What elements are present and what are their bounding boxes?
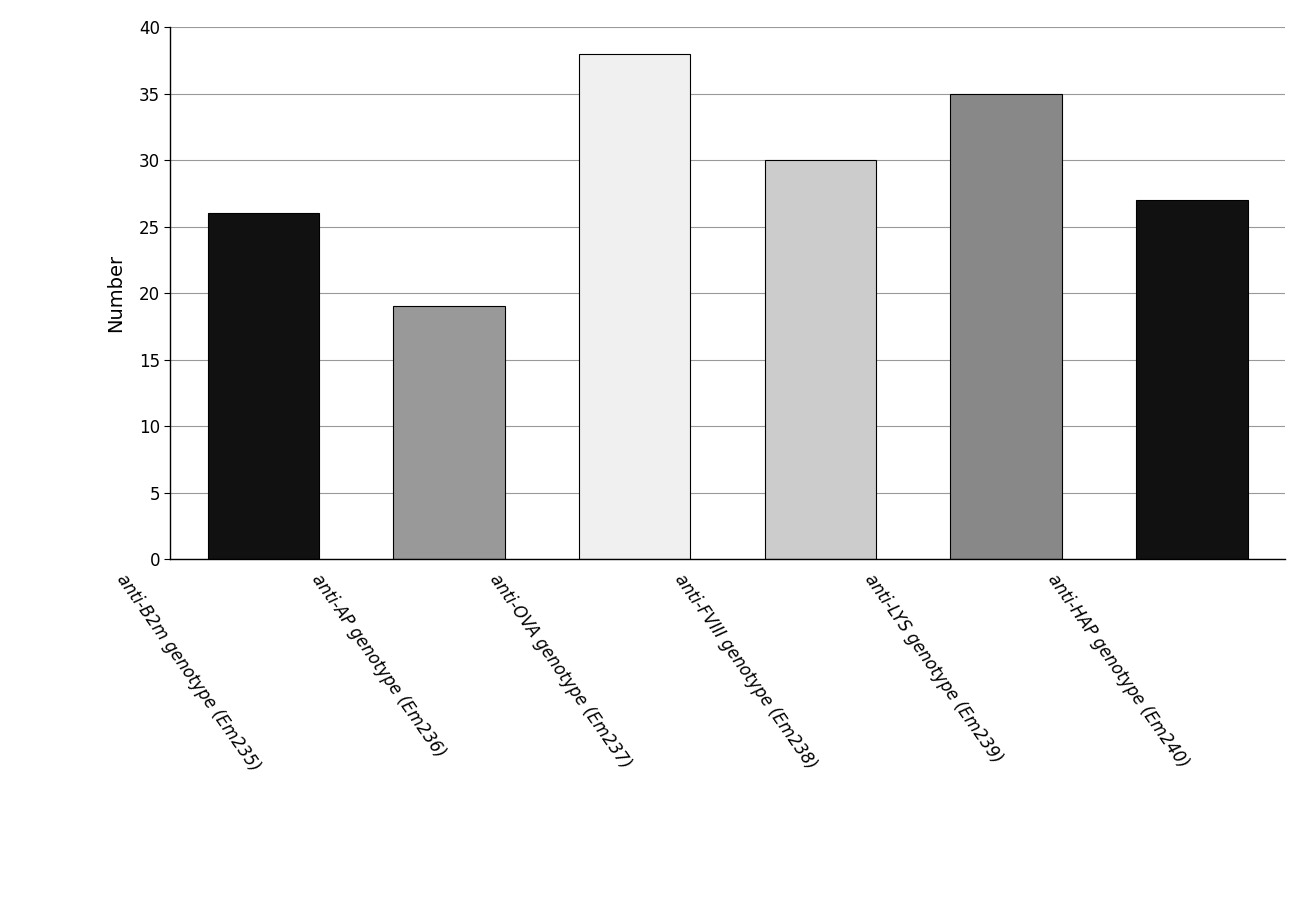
- Bar: [579, 54, 691, 559]
- Y-axis label: Number: Number: [106, 254, 125, 332]
- Bar: [207, 214, 319, 559]
- Bar: [950, 94, 1062, 559]
- Bar: [1137, 200, 1248, 559]
- Bar: [764, 161, 876, 559]
- Bar: [393, 307, 505, 559]
